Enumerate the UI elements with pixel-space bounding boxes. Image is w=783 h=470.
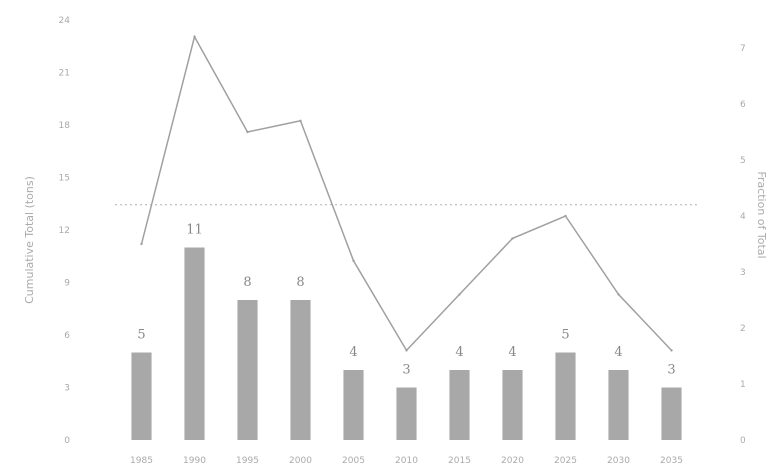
bar-value-label: 3 bbox=[667, 363, 675, 378]
bar-value-label: 8 bbox=[243, 275, 251, 290]
bar bbox=[608, 370, 629, 440]
bar bbox=[502, 370, 523, 440]
right-tick-label: 5 bbox=[740, 156, 746, 166]
line-point bbox=[246, 130, 249, 134]
x-tick-label: 2005 bbox=[342, 456, 365, 466]
x-tick-label: 1995 bbox=[236, 456, 259, 466]
x-tick-label: 2015 bbox=[448, 456, 471, 466]
left-tick-label: 21 bbox=[59, 69, 70, 79]
bar bbox=[237, 300, 258, 440]
x-tick-label: 2035 bbox=[660, 456, 683, 466]
bar bbox=[396, 387, 417, 440]
left-axis-label: Cumulative Total (tons) bbox=[23, 176, 36, 304]
line-point bbox=[193, 35, 196, 38]
line-point bbox=[299, 119, 302, 123]
line-point bbox=[352, 259, 355, 262]
line-point bbox=[511, 237, 514, 240]
right-tick-label: 0 bbox=[740, 436, 746, 446]
line-point bbox=[140, 242, 143, 246]
left-tick-label: 18 bbox=[59, 121, 71, 131]
bar-value-label: 4 bbox=[349, 345, 357, 360]
bar-value-label: 11 bbox=[186, 223, 203, 238]
x-tick-label: 2030 bbox=[607, 456, 630, 466]
right-axis-label: Fraction of Total bbox=[755, 171, 768, 258]
left-tick-label: 24 bbox=[59, 16, 71, 26]
bar-value-label: 4 bbox=[614, 345, 622, 360]
left-tick-label: 6 bbox=[64, 331, 70, 341]
x-tick-label: 2010 bbox=[395, 456, 418, 466]
x-tick-label: 2025 bbox=[554, 456, 577, 466]
right-tick-label: 7 bbox=[740, 44, 746, 54]
right-tick-label: 3 bbox=[740, 268, 746, 278]
line-point bbox=[670, 349, 673, 352]
bar-value-label: 4 bbox=[455, 345, 463, 360]
bar bbox=[555, 352, 576, 440]
bar-value-label: 4 bbox=[508, 345, 516, 360]
x-tick-label: 2000 bbox=[289, 456, 312, 466]
x-tick-label: 1985 bbox=[130, 456, 153, 466]
right-tick-label: 4 bbox=[740, 212, 746, 222]
right-tick-label: 2 bbox=[740, 324, 746, 334]
bar-value-label: 5 bbox=[561, 328, 569, 343]
line-point bbox=[564, 214, 567, 218]
left-tick-label: 3 bbox=[64, 384, 70, 394]
left-tick-label: 9 bbox=[64, 279, 70, 289]
x-tick-label: 2020 bbox=[501, 456, 524, 466]
line-point bbox=[405, 349, 408, 352]
x-tick-label: 1990 bbox=[183, 456, 206, 466]
right-tick-label: 6 bbox=[740, 100, 746, 110]
line-series bbox=[140, 34, 673, 352]
bar bbox=[661, 387, 682, 440]
bar bbox=[131, 352, 152, 440]
bar-value-label: 8 bbox=[296, 275, 304, 290]
bar bbox=[343, 370, 364, 440]
bar-value-label: 5 bbox=[137, 328, 145, 343]
left-tick-label: 15 bbox=[59, 174, 70, 184]
right-tick-label: 1 bbox=[740, 380, 746, 390]
line-point bbox=[458, 293, 461, 296]
bar bbox=[290, 300, 311, 440]
left-tick-label: 12 bbox=[59, 226, 70, 236]
bar-value-label: 3 bbox=[402, 363, 410, 378]
bar bbox=[184, 247, 205, 440]
bar bbox=[449, 370, 470, 440]
line-point bbox=[617, 293, 620, 296]
left-tick-label: 0 bbox=[64, 436, 70, 446]
